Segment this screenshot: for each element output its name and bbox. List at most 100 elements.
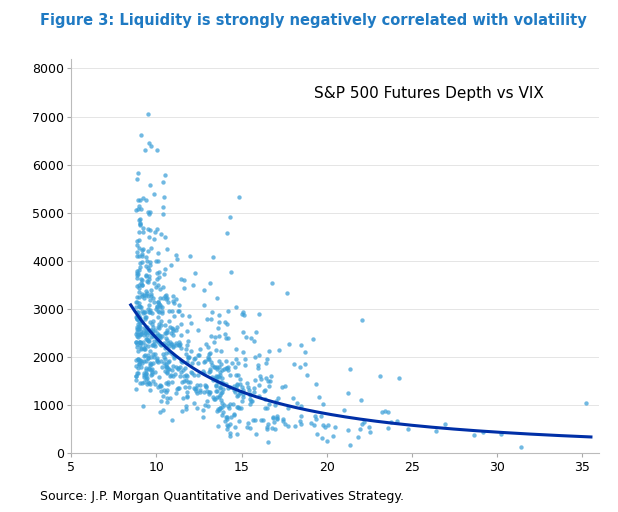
Point [141,291,151,300]
Point [177,358,187,366]
Point [222,413,232,421]
Point [134,236,144,244]
Point [150,190,159,198]
Point [339,406,349,414]
Point [441,420,451,429]
Point [193,326,203,334]
Point [264,400,274,408]
Point [178,394,188,402]
Point [135,251,145,260]
Point [162,336,172,344]
Point [211,382,221,390]
Point [183,353,193,361]
Point [222,228,232,237]
Point [221,334,231,343]
Point [214,393,224,401]
Point [169,352,179,360]
Point [204,355,214,364]
Point [136,339,146,348]
Point [177,407,187,415]
Point [431,428,441,436]
Point [143,210,153,218]
Point [163,326,172,334]
Point [159,358,169,367]
Point [145,347,155,355]
Point [133,359,143,368]
Point [223,307,233,315]
Point [260,387,269,395]
Point [169,327,179,335]
Point [300,348,310,356]
Point [221,357,231,366]
Point [133,269,143,278]
Point [224,400,234,409]
Point [156,397,166,406]
Point [149,236,159,244]
Point [152,303,162,311]
Point [132,251,142,260]
Point [174,307,184,315]
Point [190,354,200,362]
Point [157,309,167,317]
Point [145,386,155,394]
Point [238,348,248,356]
Point [135,263,145,271]
Point [174,301,184,309]
Point [142,323,152,331]
Point [159,353,169,361]
Point [141,271,151,279]
Point [232,381,242,390]
Point [179,276,189,284]
Point [134,360,144,368]
Point [233,403,243,412]
Point [154,333,164,342]
Point [150,379,160,388]
Point [133,293,143,302]
Point [185,378,195,386]
Point [175,372,185,380]
Point [135,323,145,331]
Point [260,404,270,412]
Point [160,355,170,364]
Point [135,313,145,322]
Point [216,360,226,368]
Text: S&P 500 Futures Depth vs VIX: S&P 500 Futures Depth vs VIX [314,87,544,101]
Point [245,390,255,398]
Point [161,379,171,388]
Point [207,373,217,381]
Point [375,372,385,380]
Point [135,319,145,328]
Point [134,302,144,310]
Point [143,247,153,255]
Point [261,359,271,367]
Point [135,378,145,387]
Point [141,272,151,281]
Point [210,333,220,342]
Point [213,363,222,371]
Point [132,338,142,347]
Point [189,384,199,392]
Point [176,344,186,352]
Point [132,298,142,306]
Point [134,244,144,252]
Point [190,385,200,393]
Point [143,374,153,382]
Point [242,422,252,431]
Point [156,357,166,365]
Point [345,440,355,449]
Point [160,171,170,179]
Point [145,261,155,269]
Point [182,402,192,411]
Point [166,261,176,269]
Point [158,203,168,211]
Point [137,251,146,260]
Point [242,379,252,388]
Point [150,279,159,287]
Point [343,389,353,397]
Point [261,374,271,382]
Point [176,274,186,283]
Point [217,398,227,407]
Point [166,329,176,337]
Point [132,241,142,249]
Point [224,404,234,412]
